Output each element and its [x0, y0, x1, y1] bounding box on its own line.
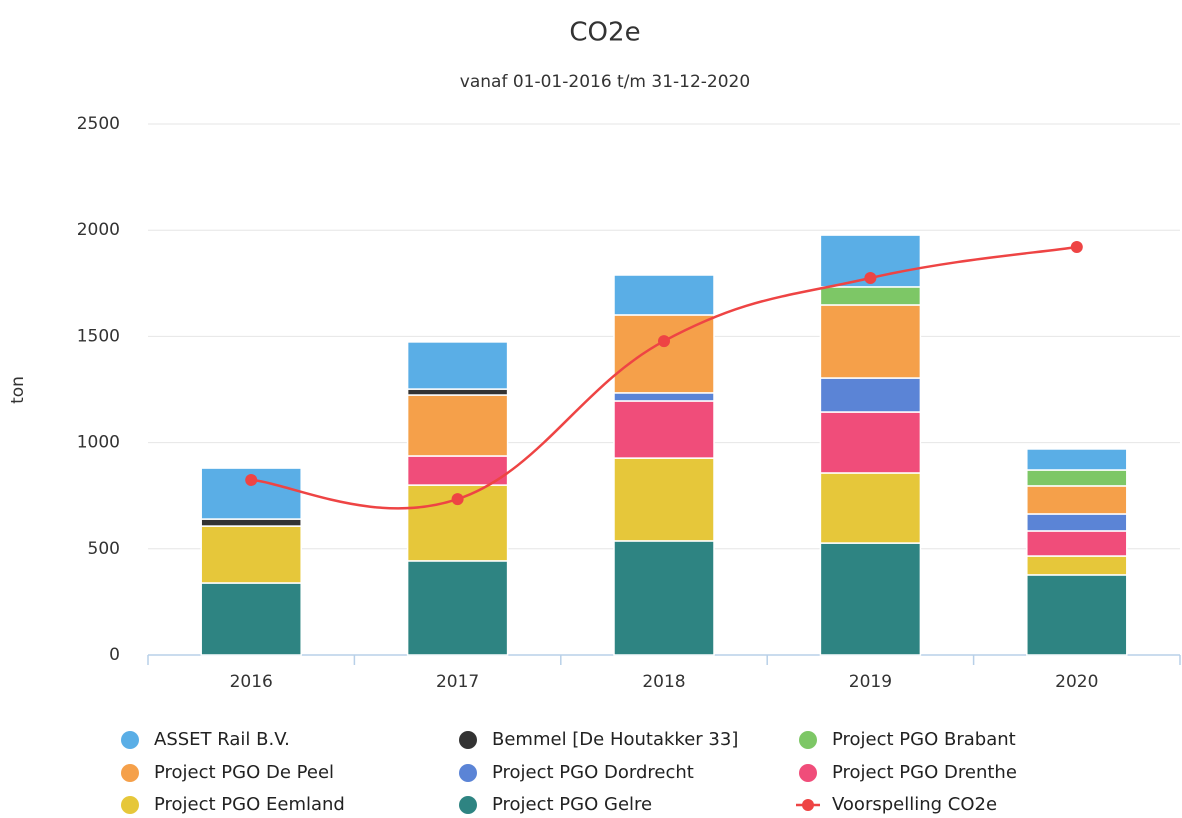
bar-segment	[406, 394, 509, 457]
legend-symbol	[802, 799, 814, 811]
bar-segment	[1026, 555, 1128, 576]
chart-title: CO2e	[569, 18, 640, 48]
legend-label: ASSET Rail B.V.	[154, 729, 290, 750]
bar-segment	[1026, 574, 1128, 656]
bar-segment	[819, 411, 922, 474]
legend-symbol	[459, 796, 477, 814]
bar-segment	[200, 518, 302, 527]
line-point	[864, 271, 877, 284]
legend-symbol	[799, 764, 817, 782]
bar-segment	[819, 472, 922, 544]
bar-segment	[1026, 513, 1128, 532]
legend-symbol	[459, 731, 477, 749]
bar-segment	[406, 455, 509, 486]
bar-segment	[406, 560, 509, 656]
legend-label: Project PGO Brabant	[832, 729, 1016, 750]
bar-segment	[819, 377, 922, 413]
line-point	[658, 335, 670, 348]
bar-segment	[819, 542, 922, 656]
bar-segment	[1026, 530, 1128, 557]
legend-label: Project PGO Gelre	[492, 794, 652, 815]
legend-label: Voorspelling CO2e	[832, 794, 997, 815]
bar-segment	[613, 400, 715, 459]
legend-symbol	[459, 764, 477, 782]
bar-segment	[613, 314, 715, 394]
bar-segment	[613, 457, 715, 542]
bar-segment	[406, 484, 509, 562]
bar-segment	[613, 274, 715, 316]
bar-segment	[613, 392, 715, 402]
y-tick-label: 500	[88, 539, 120, 559]
bar-segment	[406, 388, 509, 396]
legend-label: Project PGO Eemland	[154, 794, 345, 815]
y-tick-label: 1500	[77, 326, 120, 346]
legend-label: Project PGO Drenthe	[832, 762, 1017, 783]
legend-symbol	[121, 796, 139, 814]
y-tick-label: 2500	[77, 114, 120, 134]
bar-segment	[613, 540, 715, 656]
bar-segment	[200, 582, 302, 656]
legend: ASSET Rail B.V. Bemmel [De Houtakker 33] P…	[121, 729, 1017, 815]
line-point	[451, 493, 464, 506]
bar-segment	[1026, 485, 1128, 515]
x-tick-label: 2020	[1055, 672, 1098, 692]
legend-symbol	[799, 731, 817, 749]
y-axis-label: ton	[8, 376, 28, 404]
bar-segment	[819, 286, 922, 306]
y-tick-label: 1000	[77, 433, 120, 453]
legend-label: Project PGO Dordrecht	[492, 762, 694, 783]
x-tick-label: 2016	[230, 672, 273, 692]
line-point	[1070, 240, 1083, 253]
x-tick-label: 2018	[642, 672, 685, 692]
x-tick-label: 2019	[849, 672, 892, 692]
bar-segment	[200, 525, 302, 584]
legend-symbol	[121, 731, 139, 749]
y-tick-label: 0	[109, 645, 120, 665]
legend-label: Bemmel [De Houtakker 33]	[492, 729, 738, 750]
x-tick-label: 2017	[436, 672, 479, 692]
chart-subtitle: vanaf 01-01-2016 t/m 31-12-2020	[460, 72, 750, 92]
bar-segment	[406, 341, 509, 390]
bar-segment	[1026, 469, 1128, 487]
legend-label: Project PGO De Peel	[154, 762, 334, 783]
bar-segment	[1026, 448, 1128, 471]
bar-segment	[200, 467, 302, 520]
line-point	[245, 473, 258, 486]
legend-symbol	[121, 764, 139, 782]
bar-segment	[819, 304, 922, 379]
y-tick-label: 2000	[77, 220, 120, 240]
